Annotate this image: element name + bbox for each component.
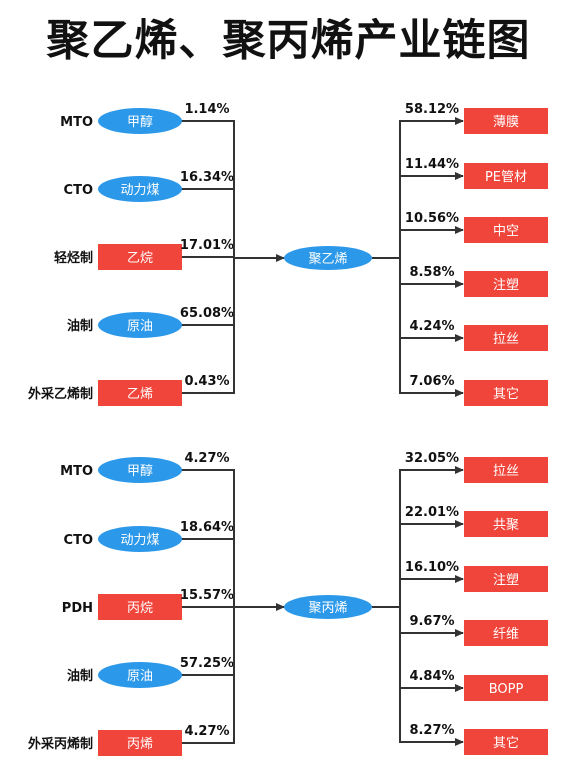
input-node-ellipse [98,526,182,552]
input-process-label: 轻烃制 [54,250,93,266]
output-node-label: PE管材 [485,170,527,185]
input-node-box [98,244,182,270]
input-share-label: 65.08% [180,306,234,321]
output-share-label: 4.84% [409,669,454,684]
input-node-label: 动力煤 [120,533,159,548]
output-node-label: 中空 [493,224,519,239]
output-share-label: 7.06% [409,374,454,389]
output-share-label: 8.58% [409,265,454,280]
output-node-box [464,271,548,297]
input-process-label: CTO [64,183,93,198]
input-node-label: 动力煤 [120,183,159,198]
input-node-label: 乙烷 [127,251,153,266]
input-node-ellipse [98,108,182,134]
output-node-label: BOPP [489,682,524,697]
output-node-box [464,457,548,483]
input-share-label: 57.25% [180,656,234,671]
output-node-label: 拉丝 [493,464,519,479]
input-process-label: 油制 [67,668,93,684]
input-share-label: 4.27% [184,724,229,739]
output-node-label: 注塑 [493,278,519,293]
input-node-box [98,380,182,406]
output-share-label: 10.56% [405,211,459,226]
output-node-label: 拉丝 [493,332,519,347]
output-node-label: 纤维 [493,627,519,642]
center-node-ellipse [284,595,372,619]
input-process-label: 外采丙烯制 [27,736,93,752]
input-node-label: 甲醇 [127,114,153,130]
output-share-label: 32.05% [405,451,459,466]
input-process-label: CTO [64,533,93,548]
input-node-label: 原油 [127,319,153,334]
output-node-box [464,325,548,351]
input-node-label: 乙烯 [127,387,153,402]
input-share-label: 0.43% [184,374,229,389]
page-title: 聚乙烯、聚丙烯产业链图 [46,16,531,66]
output-node-label: 薄膜 [493,115,519,130]
output-node-label: 注塑 [493,573,519,588]
input-process-label: 油制 [67,318,93,334]
input-node-ellipse [98,176,182,202]
output-node-label: 其它 [493,735,519,751]
output-node-box [464,620,548,646]
output-share-label: 4.24% [409,319,454,334]
input-node-ellipse [98,662,182,688]
input-share-label: 18.64% [180,520,234,535]
input-node-label: 丙烷 [127,601,153,616]
output-node-box [464,511,548,537]
output-share-label: 11.44% [405,157,459,172]
input-node-label: 丙烯 [127,737,153,752]
input-node-label: 甲醇 [127,463,153,479]
input-node-ellipse [98,312,182,338]
output-node-box [464,729,548,755]
input-share-label: 17.01% [180,238,234,253]
input-node-box [98,594,182,620]
output-node-label: 共聚 [493,518,519,533]
input-process-label: PDH [62,601,93,616]
input-share-label: 1.14% [184,102,229,117]
output-node-box [464,217,548,243]
output-share-label: 8.27% [409,723,454,738]
center-node-label: 聚丙烯 [308,601,347,616]
input-share-label: 16.34% [180,170,234,185]
output-node-box [464,108,548,134]
input-share-label: 4.27% [184,451,229,466]
output-share-label: 22.01% [405,505,459,520]
output-node-box [464,675,548,701]
input-node-label: 原油 [127,669,153,684]
input-process-label: MTO [60,464,93,479]
output-share-label: 16.10% [405,560,459,575]
output-share-label: 9.67% [409,614,454,629]
output-node-box [464,163,548,189]
input-node-ellipse [98,457,182,483]
input-process-label: MTO [60,115,93,130]
output-node-box [464,566,548,592]
center-node-label: 聚乙烯 [308,252,347,267]
output-node-label: 其它 [493,386,519,402]
output-share-label: 58.12% [405,102,459,117]
input-node-box [98,730,182,756]
input-share-label: 15.57% [180,588,234,603]
center-node-ellipse [284,246,372,270]
input-process-label: 外采乙烯制 [27,386,93,402]
output-node-box [464,380,548,406]
